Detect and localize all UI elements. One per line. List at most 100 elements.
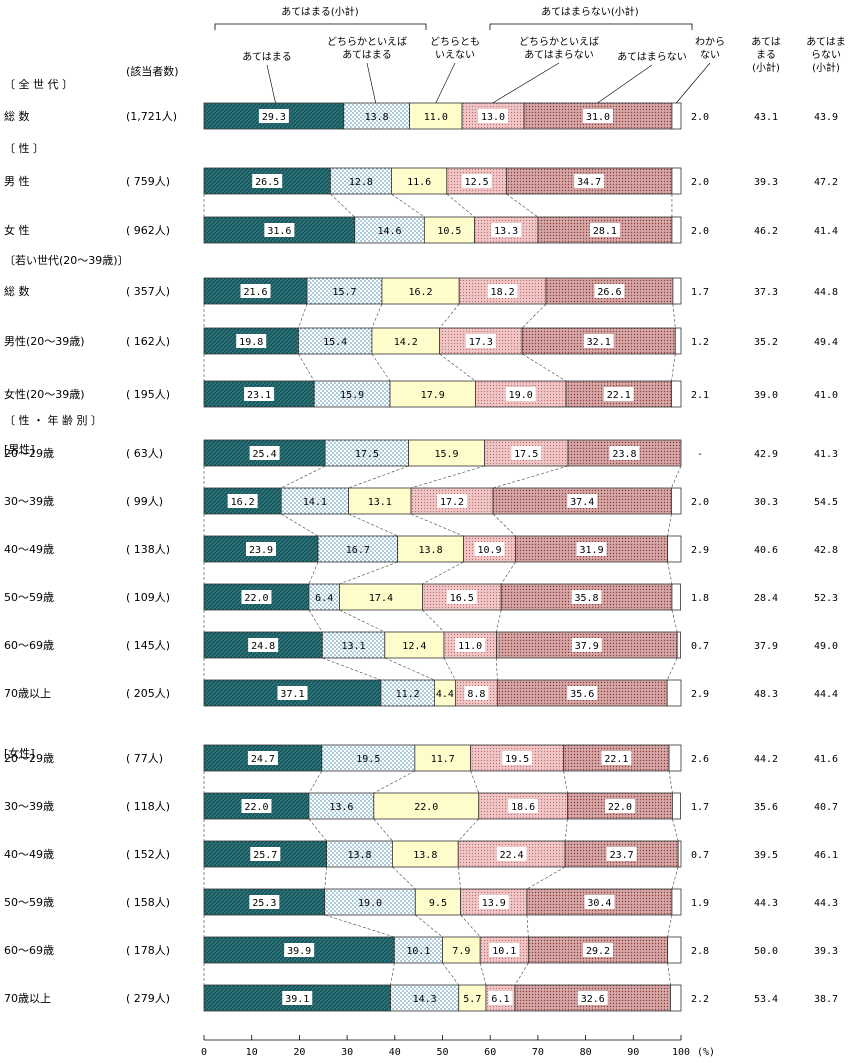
bar-segment-dont-know (667, 936, 682, 964)
value-label-bg (264, 223, 295, 237)
value-label: 19.8 (239, 337, 263, 348)
value-label: 26.5 (255, 177, 279, 188)
value-label: 19.0 (358, 898, 382, 909)
value-label-bg (508, 799, 539, 813)
subtotal-agree-value: 48.3 (754, 689, 778, 700)
value-label-bg (284, 943, 315, 957)
category-label-dont-know: ない (700, 49, 720, 61)
value-label-bg (244, 387, 275, 401)
connector-line (671, 465, 682, 489)
category-leader-line (266, 64, 276, 104)
connector-line (410, 465, 485, 489)
x-tick-label: 40 (389, 1047, 401, 1058)
count-header: (該当者数) (126, 64, 179, 78)
value-label: 13.1 (341, 641, 365, 652)
value-label: 10.5 (437, 226, 461, 237)
row-count: ( 109人) (126, 591, 170, 604)
connector-line (371, 303, 383, 329)
connector-line (392, 866, 416, 890)
row-label: 総 数 (4, 284, 30, 298)
value-label: 28.1 (593, 226, 617, 237)
value-label: 13.9 (482, 898, 506, 909)
x-tick-label: 10 (246, 1047, 258, 1058)
dont-know-value: 1.7 (691, 802, 709, 813)
bar-segment-neutral (397, 535, 464, 563)
subtotal-disagree-value: 44.3 (814, 898, 838, 909)
subtotal-agree-value: 40.6 (754, 545, 778, 556)
x-tick-label: 30 (341, 1047, 353, 1058)
bar-segment-somewhat-agree (321, 631, 386, 659)
row-count: ( 357人) (126, 285, 170, 298)
value-label-bg (604, 799, 635, 813)
row-count: ( 279人) (126, 992, 170, 1005)
value-label-bg (606, 847, 637, 861)
connector-line (667, 513, 672, 537)
connector-line (384, 657, 435, 681)
bar-segment-somewhat-agree (354, 216, 425, 244)
value-label-bg (589, 223, 620, 237)
connector-line (667, 962, 671, 986)
row-count: ( 158人) (126, 896, 170, 909)
value-label: 17.9 (421, 390, 445, 401)
subtotal-disagree-value: 41.0 (814, 390, 838, 401)
bar-segment-neutral (381, 277, 460, 305)
row-label: 70歳以上 (4, 992, 51, 1005)
value-label: 12.5 (465, 177, 489, 188)
subtotal-agree-value: 35.2 (754, 337, 778, 348)
row-label: 50〜59歳 (4, 591, 54, 604)
value-label: 22.0 (244, 802, 268, 813)
connector-line (666, 657, 678, 681)
value-label: 16.5 (450, 593, 474, 604)
dont-know-value: 2.0 (691, 497, 709, 508)
category-leader-line (597, 64, 653, 104)
connector-line (308, 770, 323, 794)
row-count: ( 145人) (126, 639, 170, 652)
value-label: 5.7 (463, 994, 481, 1005)
value-label-bg (241, 799, 272, 813)
group-tag: [男性] (4, 442, 35, 456)
subtotal-agree-value: 35.6 (754, 802, 778, 813)
value-label: 29.3 (262, 112, 286, 123)
subtotal-disagree-value: 44.8 (814, 287, 838, 298)
value-label: 30.4 (587, 898, 611, 909)
category-label-agree: あてはまる (242, 51, 292, 63)
value-label-bg (240, 284, 271, 298)
connector-line (339, 609, 385, 633)
connector-line (667, 561, 673, 585)
x-tick-label: 0 (201, 1047, 207, 1058)
value-label-bg (511, 446, 542, 460)
value-label-bg (464, 686, 489, 700)
value-label-bg (567, 494, 598, 508)
value-label: 8.8 (467, 689, 485, 700)
connector-line (339, 561, 398, 585)
value-label-bg (437, 494, 468, 508)
section-header: 〔 性 ・ 年 齢 別 〕 (4, 413, 102, 427)
value-label: 14.3 (413, 994, 437, 1005)
dont-know-value: 2.6 (691, 754, 709, 765)
bar-segment-dont-know (667, 535, 682, 563)
value-label: 37.9 (575, 641, 599, 652)
row-count: (1,721人) (126, 110, 177, 123)
connector-line (443, 657, 456, 681)
value-label: 35.6 (570, 689, 594, 700)
bar-segment-dont-know (677, 840, 682, 868)
connector-line (671, 609, 678, 633)
dont-know-value: 1.9 (691, 898, 709, 909)
disagree-brace (489, 23, 693, 30)
x-tick-label: 50 (436, 1047, 448, 1058)
bar-segment-dont-know (674, 327, 682, 355)
subtotal-agree-value: 28.4 (754, 593, 778, 604)
subtotal-agree-header: あては (751, 36, 781, 48)
bar-segment-somewhat-agree (308, 583, 340, 611)
bar-segment-dont-know (671, 167, 682, 195)
value-label-bg (250, 847, 281, 861)
category-leader-line (492, 62, 560, 104)
bar-segment-dont-know (671, 583, 681, 611)
connector-line (371, 353, 391, 382)
value-label-bg (577, 991, 608, 1005)
bar-segment-neutral (384, 631, 445, 659)
row-label: 30〜39歳 (4, 495, 54, 508)
value-label: 18.6 (511, 802, 535, 813)
subtotal-disagree-value: 41.3 (814, 449, 838, 460)
value-label: 22.0 (608, 802, 632, 813)
